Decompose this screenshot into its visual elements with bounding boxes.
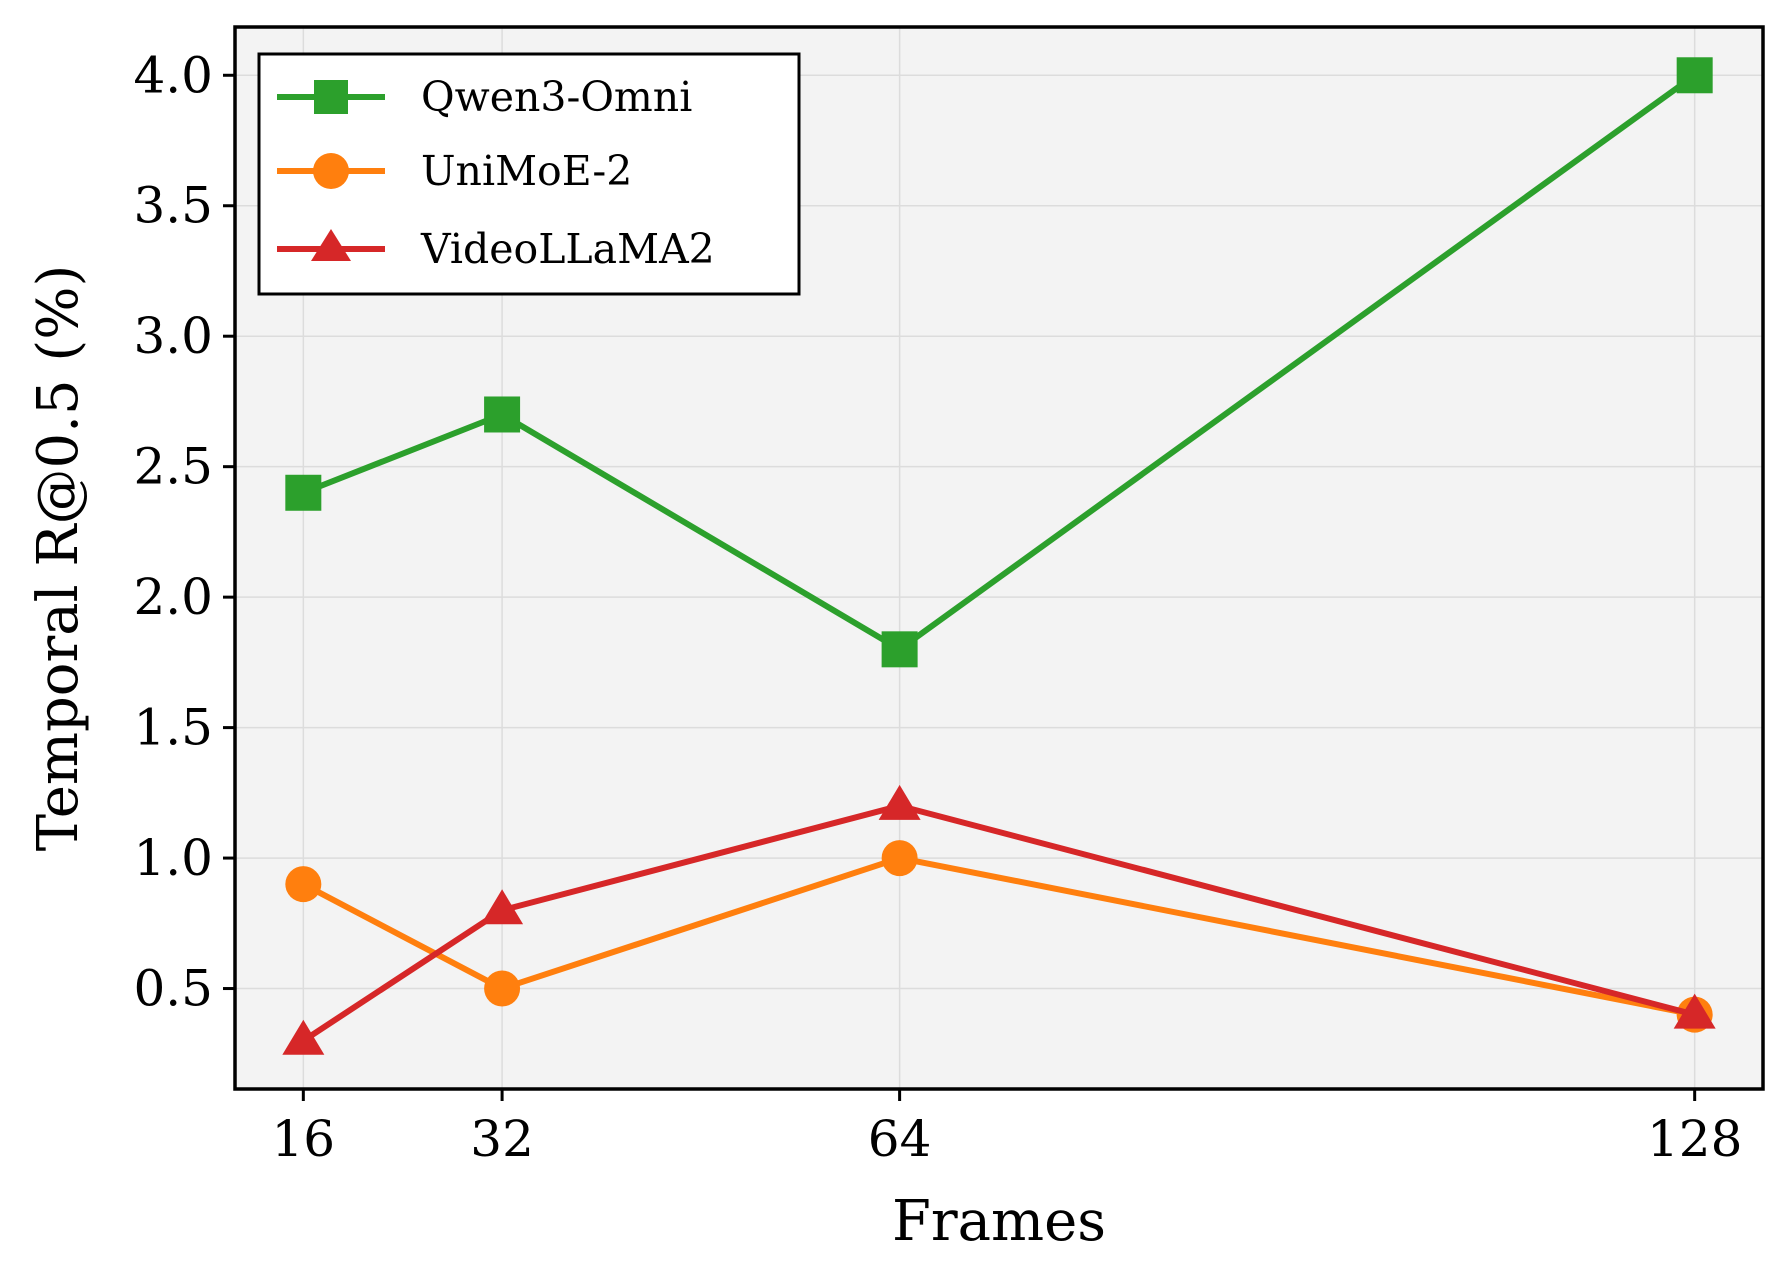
ticks: 16 32 64 128 0.5 1.0 1.5 2.0 2.5 3.0 3.5 4.0 (133, 46, 1742, 1168)
data-point-videollama2 (1673, 993, 1716, 1029)
y-axis-title: Temporal R@0.5 (%) (26, 265, 91, 852)
x-axis-title: Frames (892, 1189, 1106, 1254)
legend-label-qwen3-omni: Qwen3-Omni (421, 73, 692, 121)
x-tick-label: 128 (1647, 1110, 1742, 1168)
y-tick-label: 3.0 (133, 307, 213, 365)
data-point-unimoe-2 (881, 840, 918, 877)
legend-item-qwen3-omni: Qwen3-Omni (277, 73, 692, 121)
legend-marker-unimoe-2 (313, 153, 349, 189)
data-point-qwen3-omni (881, 631, 918, 668)
data-point-qwen3-omni (285, 474, 322, 511)
data-point-unimoe-2 (285, 866, 322, 903)
plot-frame (233, 25, 1765, 1091)
y-tick-label: 1.5 (133, 699, 213, 757)
y-tick-label: 1.0 (133, 829, 213, 887)
y-tick-label: 0.5 (133, 960, 213, 1018)
y-tick-label: 3.5 (133, 177, 213, 235)
legend-label-videollama2: VideoLLaMA2 (420, 225, 715, 273)
series-unimoe-2 (285, 840, 1713, 1033)
data-point-videollama2 (282, 1019, 325, 1055)
legend-marker-qwen3-omni (314, 80, 348, 114)
series-layer (282, 57, 1716, 1055)
series-line-unimoe-2 (301, 855, 1696, 1018)
series-line-qwen3-omni (302, 72, 1697, 653)
legend-marker-videollama2 (311, 229, 351, 261)
legend-label-unimoe-2: UniMoE-2 (421, 147, 632, 195)
grid (235, 27, 1763, 1089)
x-tick-label: 64 (868, 1110, 932, 1168)
data-point-videollama2 (481, 889, 524, 925)
legend-item-unimoe-2: UniMoE-2 (277, 147, 632, 195)
legend-item-videollama2: VideoLLaMA2 (277, 225, 715, 273)
data-point-videollama2 (878, 784, 921, 820)
series-qwen3-omni (285, 57, 1713, 668)
data-point-qwen3-omni (1676, 57, 1713, 94)
series-videollama2 (282, 784, 1716, 1055)
series-line-videollama2 (301, 802, 1696, 1044)
data-point-unimoe-2 (484, 970, 521, 1007)
x-tick-label: 32 (470, 1110, 534, 1168)
x-tick-label: 16 (272, 1110, 336, 1168)
y-tick-label: 2.5 (133, 438, 213, 496)
legend: Qwen3-Omni UniMoE-2 VideoLLaMA2 (257, 52, 801, 296)
data-point-qwen3-omni (484, 396, 521, 433)
y-tick-label: 2.0 (133, 568, 213, 626)
y-tick-label: 4.0 (133, 46, 213, 104)
